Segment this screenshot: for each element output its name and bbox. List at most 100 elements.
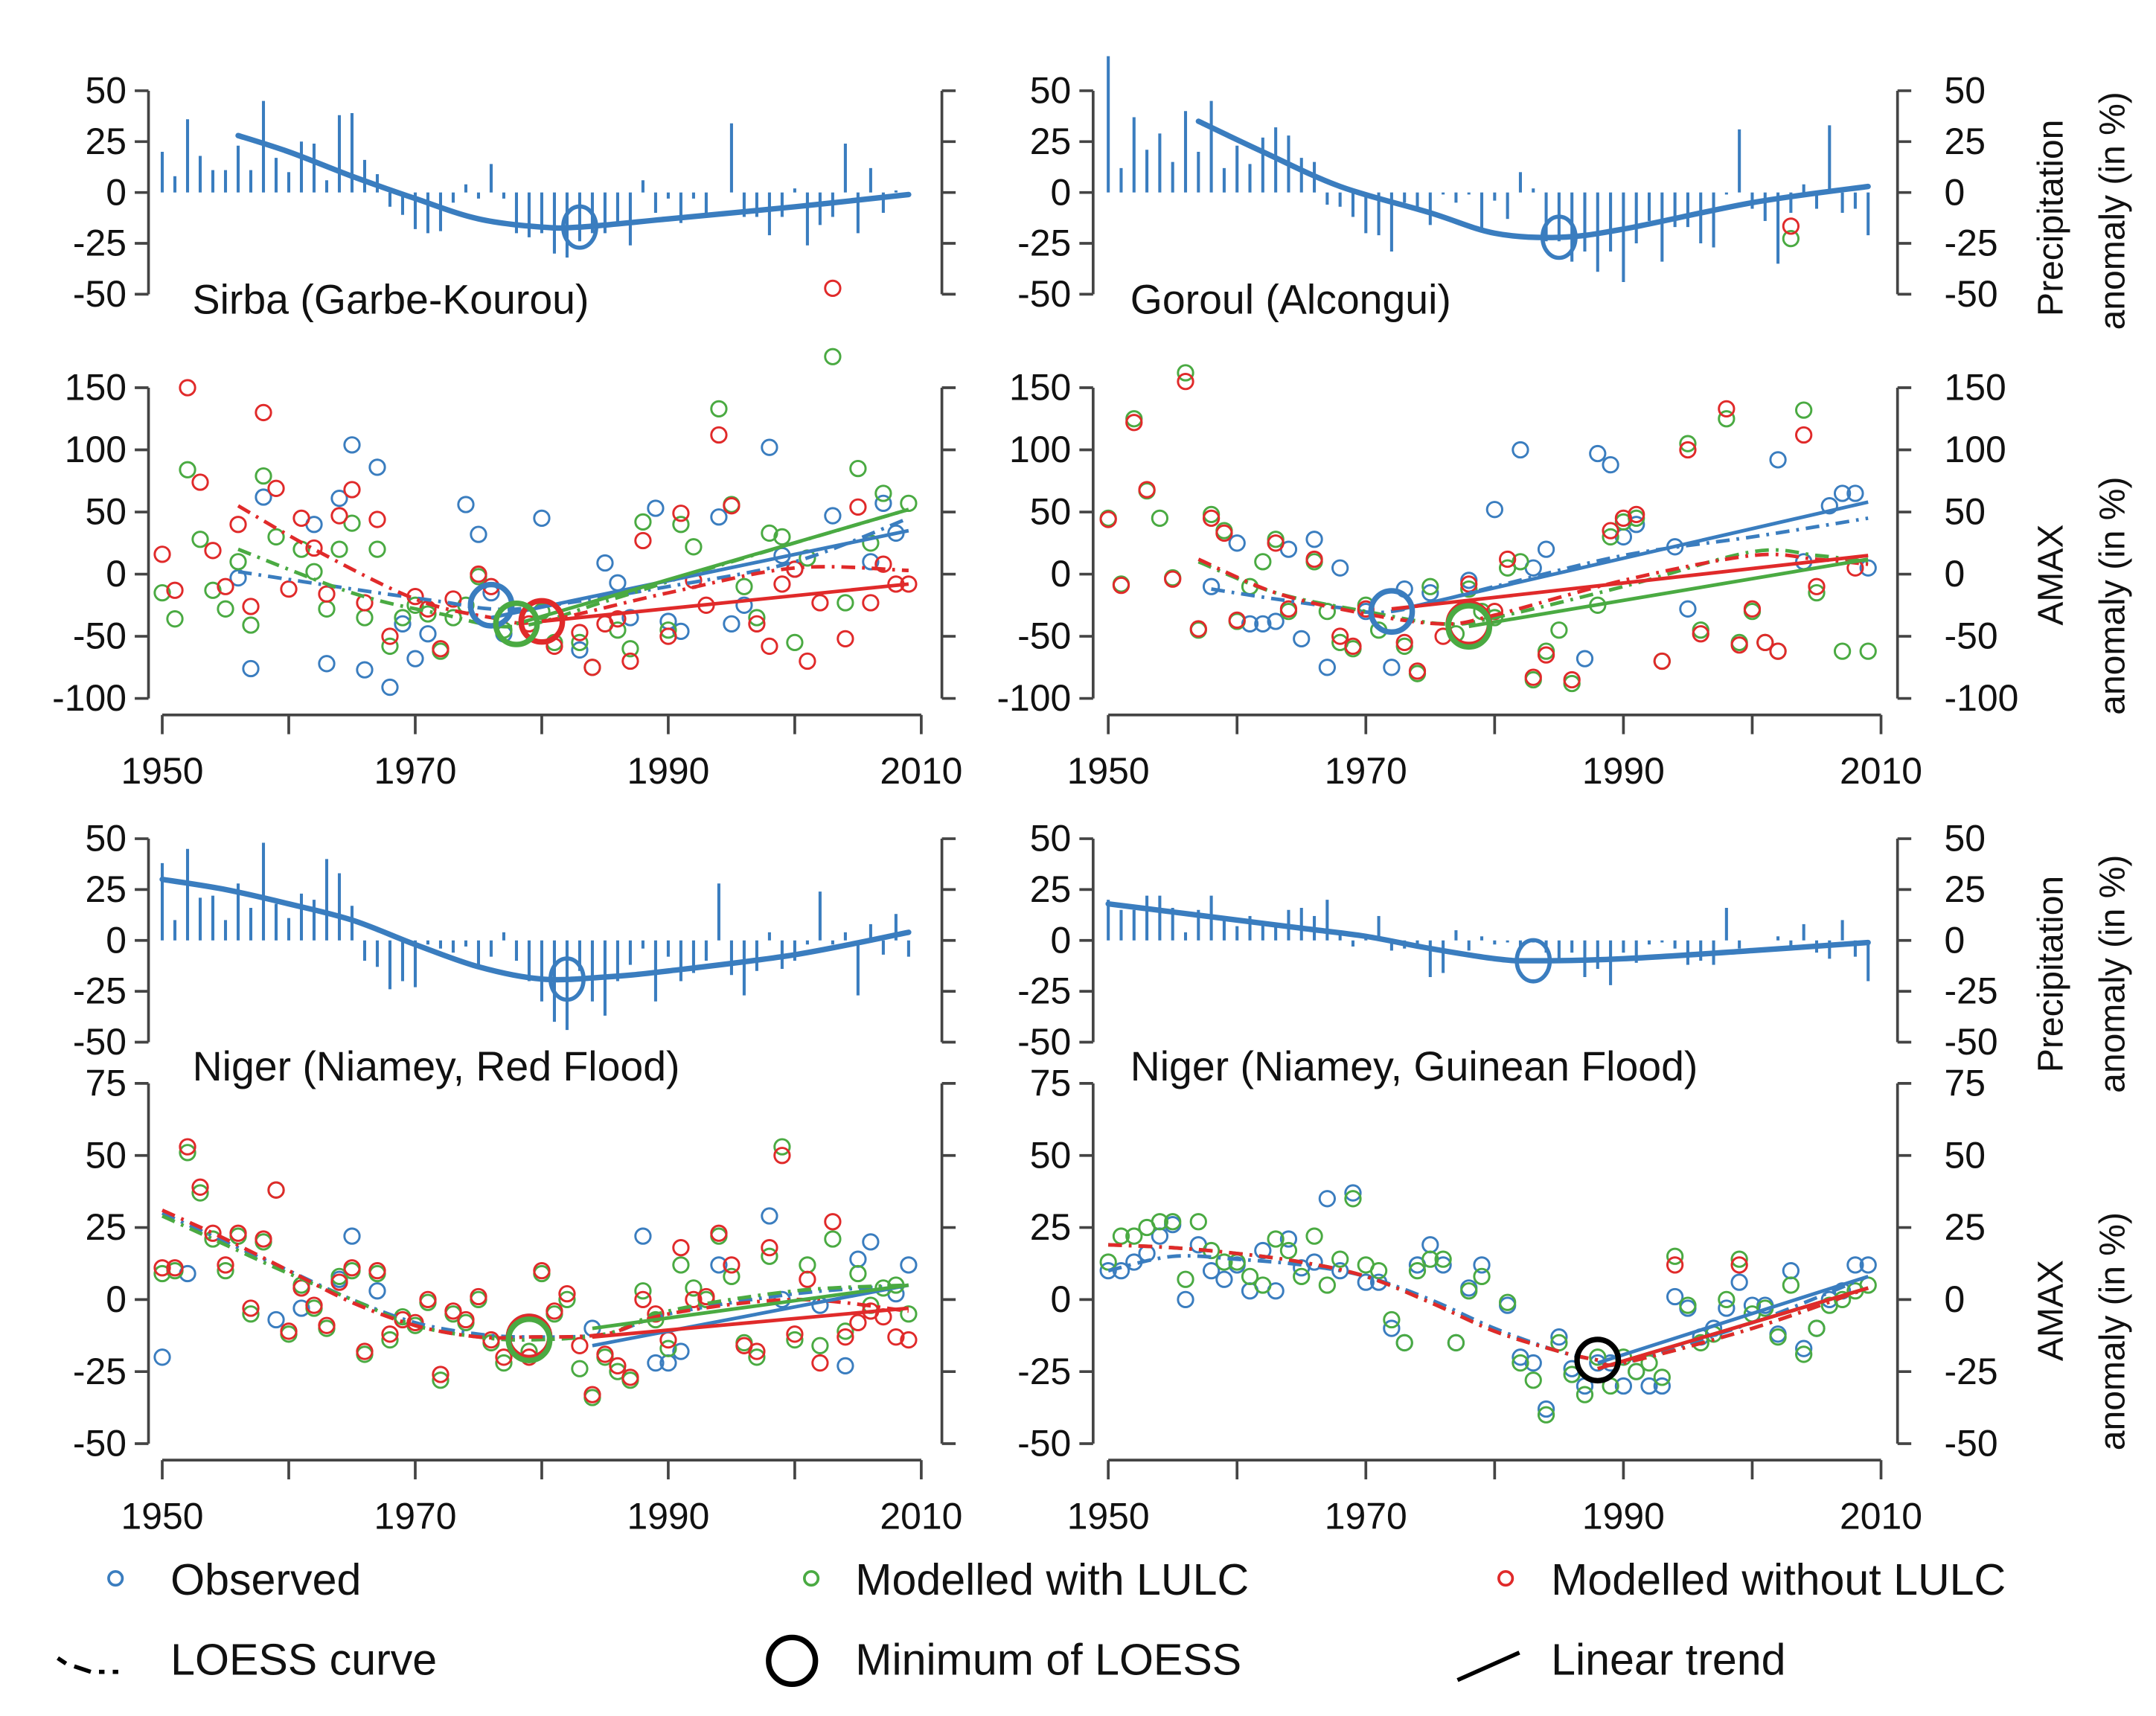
scatter-point-without-lulc	[1112, 576, 1130, 595]
scatter-point-without-lulc	[799, 652, 816, 670]
scatter-point-observed	[735, 596, 753, 614]
scatter-point-with-lulc	[1679, 1296, 1697, 1314]
scatter-point-without-lulc	[583, 659, 601, 676]
scatter-point-observed	[1267, 612, 1285, 630]
scatter-point-observed	[1318, 1190, 1337, 1208]
scatter-point-with-lulc	[710, 400, 728, 418]
scatter-point-without-lulc	[1563, 670, 1581, 689]
scatter-point-without-lulc	[1279, 600, 1298, 618]
scatter-point-without-lulc	[862, 594, 880, 612]
scatter-point-without-lulc	[621, 652, 639, 670]
scatter-point-without-lulc	[571, 1336, 589, 1354]
scatter-point-without-lulc	[1743, 600, 1762, 618]
x-tick-label: 1990	[1582, 1496, 1665, 1537]
precip-loess-minimum-marker	[1514, 938, 1552, 984]
scatter-point-observed	[1550, 1328, 1568, 1346]
scatter-point-observed	[621, 609, 639, 627]
x-tick-label: 1970	[1325, 1496, 1407, 1537]
amax-left-axis-tick-label: -50	[1017, 1423, 1071, 1464]
legend-loess-label: LOESS curve	[170, 1634, 437, 1684]
precip-right-axis-tick-label: 0	[1945, 171, 1965, 213]
scatter-point-with-lulc	[900, 1305, 918, 1323]
scatter-point-with-lulc	[242, 1305, 260, 1323]
scatter-point-with-lulc	[900, 494, 918, 512]
scatter-point-with-lulc	[217, 600, 234, 618]
scatter-point-observed	[609, 574, 627, 592]
scatter-point-without-lulc	[242, 598, 260, 615]
loess-curve-without-lulc	[1108, 1243, 1869, 1367]
scatter-point-with-lulc	[849, 459, 867, 478]
scatter-point-without-lulc	[1666, 1256, 1684, 1274]
scatter-point-observed	[1202, 1261, 1221, 1280]
panel-title: Niger (Niamey, Guinean Flood)	[1130, 1043, 1698, 1089]
scatter-point-observed	[457, 496, 475, 513]
scatter-point-without-lulc	[470, 1287, 487, 1306]
scatter-point-without-lulc	[773, 1147, 791, 1165]
amax-left-axis-tick-label: 75	[85, 1063, 126, 1104]
scatter-point-without-lulc	[824, 279, 842, 298]
scatter-point-with-lulc	[318, 600, 336, 618]
scatter-point-with-lulc	[1279, 1241, 1298, 1260]
panel-niger_red: 50 25 0 -25 -50 Niger (Niamey, Red Flood) 75 50…	[73, 818, 962, 1537]
amax-left-axis-tick-label: -50	[1017, 615, 1071, 657]
scatter-point-without-lulc	[1125, 414, 1143, 432]
precip-axis-title-line1-bottom: Precipitation	[2031, 876, 2070, 1072]
scatter-point-without-lulc	[255, 403, 272, 422]
scatter-point-without-lulc	[533, 1261, 551, 1280]
scatter-point-with-lulc	[1718, 1290, 1736, 1308]
scatter-point-observed	[1589, 444, 1607, 463]
scatter-point-without-lulc	[672, 1239, 690, 1257]
scatter-point-with-lulc	[824, 1230, 842, 1248]
amax-left-axis-tick-label: 0	[1051, 553, 1072, 595]
scatter-point-without-lulc	[191, 473, 209, 491]
scatter-point-without-lulc	[1524, 668, 1542, 686]
scatter-point-without-lulc	[179, 379, 196, 397]
scatter-point-without-lulc	[1692, 625, 1709, 643]
scatter-point-without-lulc	[432, 1366, 450, 1383]
scatter-point-with-lulc	[1434, 1250, 1452, 1268]
amax-right-axis-tick-label: -50	[1945, 615, 1998, 657]
scatter-point-with-lulc	[1576, 1386, 1594, 1403]
amax-left-axis-tick-label: 0	[106, 553, 127, 595]
panel-title: Niger (Niamey, Red Flood)	[193, 1043, 680, 1089]
scatter-point-with-lulc	[799, 1256, 816, 1274]
scatter-point-without-lulc	[229, 1224, 247, 1242]
scatter-point-with-lulc	[1241, 1267, 1259, 1286]
scatter-point-with-lulc	[1718, 410, 1736, 428]
scatter-point-observed	[381, 678, 399, 697]
amax-left-axis-tick-label: 150	[1009, 367, 1071, 409]
precip-left-axis-tick-label: -25	[1017, 222, 1071, 264]
scatter-point-with-lulc	[1589, 1348, 1607, 1366]
amax-right-axis-tick-label: -50	[1945, 1423, 1998, 1464]
amax-right-axis-tick-label: 50	[1945, 1134, 1986, 1176]
scatter-point-without-lulc	[406, 1313, 424, 1331]
scatter-point-without-lulc	[343, 481, 361, 499]
scatter-point-with-lulc	[368, 540, 386, 558]
precip-right-axis-tick-label: -25	[1945, 970, 1998, 1012]
scatter-point-with-lulc	[735, 577, 753, 595]
scatter-point-without-lulc	[1628, 505, 1645, 524]
scatter-point-with-lulc	[381, 1331, 399, 1349]
scatter-point-observed	[1614, 1377, 1633, 1395]
amax-axis-title-line1-top: AMAX	[2031, 525, 2070, 626]
amax-left-axis-tick-label: 100	[1009, 429, 1071, 470]
loess-curve-without-lulc	[161, 1208, 909, 1340]
x-tick-label: 1950	[121, 1496, 204, 1537]
scatter-point-with-lulc	[1189, 1213, 1207, 1231]
scatter-point-with-lulc	[305, 563, 323, 580]
scatter-point-without-lulc	[280, 1322, 298, 1340]
scatter-point-with-lulc	[672, 1256, 690, 1274]
scatter-point-observed	[1653, 1377, 1671, 1395]
scatter-point-with-lulc	[343, 514, 361, 532]
scatter-point-without-lulc	[292, 509, 310, 528]
scatter-point-observed	[242, 659, 260, 678]
scatter-point-without-lulc	[710, 426, 728, 444]
scatter-point-observed	[1177, 1290, 1194, 1308]
scatter-point-without-lulc	[546, 1302, 563, 1320]
scatter-point-with-lulc	[1666, 1247, 1684, 1265]
scatter-point-without-lulc	[267, 479, 285, 497]
scatter-point-with-lulc	[166, 610, 184, 628]
scatter-point-without-lulc	[723, 1256, 740, 1274]
scatter-point-without-lulc	[368, 1261, 386, 1280]
scatter-point-without-lulc	[419, 1290, 437, 1308]
